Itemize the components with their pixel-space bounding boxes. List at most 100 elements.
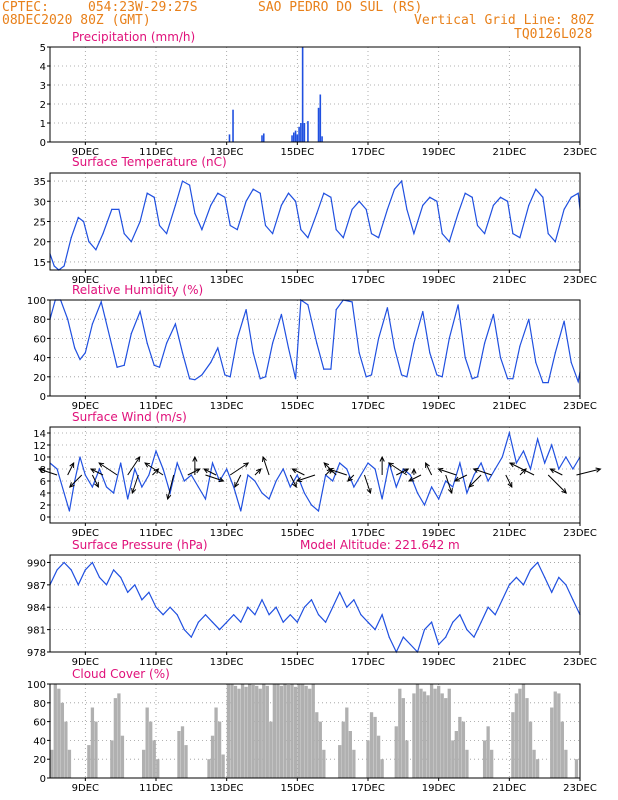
cloud-y-tick-label: 100 [27,680,46,691]
press-data-point [84,569,86,571]
wind-arrow-head [327,467,334,473]
cloud-bar [401,698,405,778]
wind-data-point [346,468,348,470]
temp-data-point [448,241,450,243]
wind-data-point [466,492,468,494]
rh-data-point [378,337,380,339]
press-data-point [127,591,129,593]
cloud-bar [426,695,430,778]
rh-data-point [512,378,514,380]
wind-arrow-head [347,476,353,482]
precip-x-tick-label: 21DEC [492,147,526,158]
wind-arrow [509,462,535,476]
temp-data-point [476,224,479,227]
temp-data-point [351,208,353,210]
wind-x-tick-label: 17DEC [351,528,385,539]
precip-bar [262,133,265,142]
wind-arrow [69,474,83,488]
wind-arrow-head [366,487,372,495]
press-data-point [134,584,136,586]
cloud-bar [398,688,402,778]
temp-data-point [123,233,125,235]
cloud-bar [247,684,252,778]
rh-data-point [323,368,325,370]
press-data-point [452,621,454,623]
cloud-bar [550,707,554,778]
press-data-point [240,621,242,623]
press-x-tick-label: 23DEC [563,657,597,668]
temp-data-point [166,233,168,235]
temp-data-point [194,212,196,215]
cloud-bar [283,684,287,778]
cloud-bar [338,745,342,778]
temp-data-point [181,180,184,182]
precip-y-tick-label: 1 [40,119,46,130]
wind-arrow-head [292,481,297,489]
cloud-bar [240,684,245,778]
cloud-bar [574,759,579,778]
cloud-bar [376,735,381,778]
press-data-point [70,569,72,571]
header-grid-note: Vertical Grid Line: 80Z [414,13,595,28]
cloud-bar [293,686,298,778]
wind-x-tick-label: 13DEC [210,528,244,539]
precip-x-tick-label: 11DEC [139,147,173,158]
rh-data-point [330,368,332,370]
wind-data-point [183,480,185,482]
wind-data-point [374,468,376,470]
rh-data-point [272,342,274,344]
rh-data-point [245,309,247,311]
cloud-frame [49,683,581,779]
temp-data-point [528,204,530,206]
wind-data-point [332,480,334,482]
rh-data-point [457,304,459,306]
wind-data-point [501,456,503,458]
press-data-point [508,584,510,586]
temp-data-point [570,196,572,198]
wind-arrow [234,474,242,488]
rh-data-point [370,374,373,376]
press-data-point [226,621,228,623]
wind-arrow [547,474,567,494]
cloud-bar [553,691,557,778]
precip-bar [261,135,263,142]
precip-bar [293,132,295,142]
wind-arrow-head [595,467,602,473]
press-data-point [572,599,574,601]
temp-data-point [70,237,72,239]
cloud-bar [255,685,259,778]
cloud-bar [149,721,153,778]
cloud-bar [304,685,308,778]
press-data-point [204,614,207,616]
cloud-x-tick-label: 17DEC [351,783,385,794]
temp-data-point [323,192,325,194]
wind-data-point [572,468,574,470]
rh-data-point [335,309,337,311]
press-data-point [339,591,341,593]
panel-cloud [47,683,581,781]
wind-arrow-head [403,468,410,474]
cloud-bar [525,698,529,778]
rh-data-point [174,323,177,325]
wind-data-point [459,462,461,464]
rh-data-point [563,320,565,322]
wind-y-tick-label: 12 [33,441,46,452]
cloud-bar [366,740,370,778]
rh-data-point [506,378,509,380]
wind-x-tick-label: 9DEC [72,528,99,539]
wind-data-point [551,444,553,446]
wind-data-point [127,498,129,500]
cloud-bar [180,726,185,778]
wind-data-point [565,456,567,458]
rh-data-point [79,358,81,361]
wind-data-point [508,432,510,434]
cloud-bar [405,740,409,778]
wind-title: Surface Wind (m/s) [72,410,187,424]
press-data-point [247,606,249,608]
wind-arrow [438,468,457,476]
rh-data-point [351,301,353,303]
cloud-bar [152,740,156,778]
rh-data-point [294,378,297,380]
cloud-bar [60,702,65,778]
rh-data-point [547,381,549,384]
